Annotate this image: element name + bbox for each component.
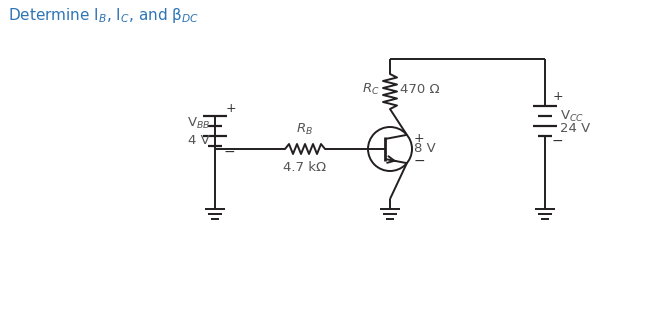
- Text: 4 V: 4 V: [188, 133, 210, 147]
- Text: −: −: [223, 145, 234, 159]
- Text: 4.7 kΩ: 4.7 kΩ: [284, 161, 327, 174]
- Text: V$_{CC}$: V$_{CC}$: [560, 108, 584, 123]
- Text: 24 V: 24 V: [560, 122, 590, 136]
- Text: R$_B$: R$_B$: [297, 122, 313, 137]
- Text: +: +: [553, 89, 563, 102]
- Text: 8 V: 8 V: [414, 142, 436, 154]
- Text: R$_C$: R$_C$: [362, 82, 380, 97]
- Text: −: −: [414, 154, 426, 168]
- Text: +: +: [225, 101, 236, 115]
- Text: V$_{BB}$: V$_{BB}$: [187, 116, 210, 131]
- Text: 470 Ω: 470 Ω: [400, 83, 440, 96]
- Text: +: +: [414, 133, 424, 145]
- Text: −: −: [552, 134, 563, 148]
- Text: Determine I$_B$, I$_C$, and β$_{DC}$: Determine I$_B$, I$_C$, and β$_{DC}$: [8, 6, 199, 25]
